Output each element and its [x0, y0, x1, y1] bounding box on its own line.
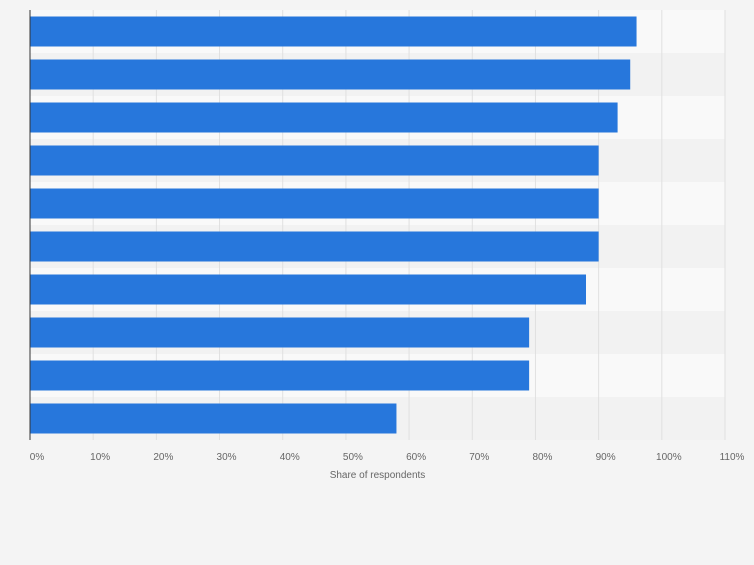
bar[interactable] [30, 16, 637, 47]
bar[interactable] [30, 188, 599, 219]
bar[interactable] [30, 59, 631, 90]
bar[interactable] [30, 145, 599, 176]
x-tick-label: 70% [469, 452, 489, 463]
x-tick-label: 60% [406, 452, 426, 463]
x-tick-label: 50% [343, 452, 363, 463]
bars [30, 16, 637, 434]
x-axis-title: Share of respondents [330, 470, 426, 481]
bar[interactable] [30, 274, 586, 305]
bar[interactable] [30, 360, 530, 391]
x-axis-ticks: 0% 10% 20% 30% 40% 50% 60% 70% 80% 90% 100% 110% [30, 452, 745, 463]
x-tick-label: 20% [153, 452, 173, 463]
x-tick-label: 90% [596, 452, 616, 463]
x-tick-label: 100% [656, 452, 682, 463]
x-tick-label: 40% [280, 452, 300, 463]
bar[interactable] [30, 231, 599, 262]
bar[interactable] [30, 102, 618, 133]
x-tick-label: 10% [90, 452, 110, 463]
bar[interactable] [30, 317, 530, 348]
x-tick-label: 110% [720, 452, 745, 463]
x-tick-label: 0% [30, 452, 45, 463]
x-tick-label: 80% [532, 452, 552, 463]
bar[interactable] [30, 403, 397, 434]
x-tick-label: 30% [217, 452, 237, 463]
